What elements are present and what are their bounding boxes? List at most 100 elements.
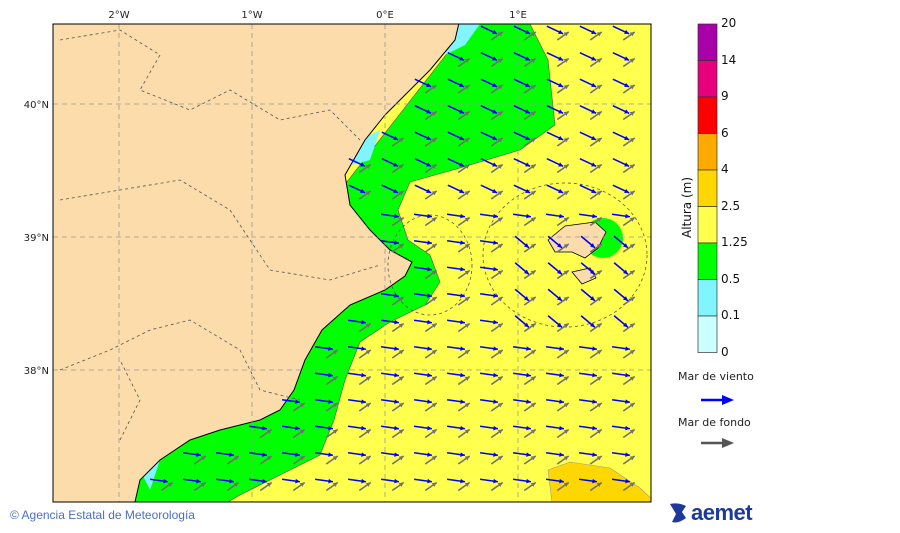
- arrow-head: [229, 478, 234, 484]
- arrow-head: [394, 240, 399, 245]
- arrow-head: [624, 135, 630, 140]
- arrow-head: [233, 455, 239, 461]
- arrow-head: [526, 399, 531, 404]
- arrow-head: [625, 478, 630, 484]
- arrow-head: [332, 482, 338, 487]
- arrow-head: [464, 349, 470, 355]
- colorbar-tick-label: 4: [721, 162, 729, 176]
- arrow-head: [497, 270, 503, 275]
- arrow-head: [196, 478, 201, 484]
- arrow-head: [592, 213, 597, 219]
- arrow-head: [557, 296, 562, 301]
- arrow-head: [361, 478, 366, 484]
- arrow-head: [459, 162, 465, 167]
- arrow-head: [596, 323, 602, 328]
- colorbar-tick-label: 0: [721, 344, 729, 359]
- arrow-head: [431, 270, 437, 275]
- arrow-head: [563, 376, 569, 381]
- arrow-head: [524, 269, 529, 275]
- arrow-head: [398, 137, 404, 143]
- arrow-head: [262, 452, 267, 457]
- arrow-head: [394, 213, 399, 219]
- arrow-head: [525, 29, 531, 34]
- wave-direction-arrows: [149, 25, 636, 492]
- arrow-head: [361, 346, 366, 351]
- arrow-head: [629, 84, 635, 90]
- arrow-head: [295, 452, 300, 457]
- lon-label: 1°W: [241, 10, 262, 21]
- arrow-head: [493, 293, 498, 298]
- arrow-head: [365, 455, 371, 461]
- arrow-head: [530, 243, 536, 249]
- colorbar-segment: [697, 206, 718, 244]
- arrow-head: [398, 164, 404, 169]
- arrow-head: [398, 429, 404, 434]
- arrow-head: [497, 243, 503, 249]
- lat-label: 39°N: [24, 233, 49, 244]
- arrow-head: [167, 482, 173, 487]
- arrow-head: [629, 31, 635, 37]
- arrow-head: [558, 135, 564, 140]
- arrow-head: [497, 323, 503, 328]
- arrow-head: [460, 399, 465, 404]
- arrow-head: [394, 478, 399, 484]
- arrow-head: [459, 56, 465, 61]
- colorbar-segment: [697, 315, 718, 353]
- arrow-head: [266, 482, 272, 487]
- arrow-head: [492, 56, 498, 61]
- arrow-head: [464, 111, 470, 116]
- arrow-head: [559, 425, 564, 431]
- arrow-head: [427, 319, 432, 325]
- arrow-head: [266, 455, 272, 461]
- arrow-head: [493, 478, 498, 484]
- arrow-head: [492, 188, 498, 193]
- arrow-head: [492, 82, 498, 87]
- arrow-head: [629, 270, 635, 275]
- arrow-head: [623, 269, 628, 275]
- arrow-head: [497, 190, 503, 196]
- aemet-logo-icon: [670, 503, 686, 523]
- arrow-head: [596, 243, 602, 249]
- arrow-head: [530, 190, 536, 196]
- arrow-head: [426, 82, 432, 87]
- arrow-head: [624, 56, 630, 61]
- arrow-head: [459, 82, 465, 87]
- arrow-head: [365, 164, 371, 169]
- arrow-head: [431, 402, 437, 408]
- arrow-head: [497, 58, 503, 63]
- arrow-head: [398, 349, 404, 355]
- arrow-head: [200, 482, 206, 487]
- map-frame: [52, 23, 652, 503]
- arrow-head: [629, 137, 635, 143]
- arrow-head: [460, 319, 465, 325]
- arrow-head: [563, 455, 569, 461]
- arrow-head: [623, 296, 628, 301]
- arrow-head: [464, 137, 470, 143]
- arrow-head: [591, 188, 597, 193]
- arrow-head: [460, 346, 465, 351]
- arrow-head: [530, 455, 536, 461]
- arrow-head: [624, 188, 630, 193]
- arrow-head: [592, 372, 597, 378]
- arrow-head: [332, 429, 338, 434]
- arrow-head: [625, 372, 630, 378]
- arrow-head: [464, 243, 470, 249]
- arrow-head: [591, 56, 597, 61]
- arrow-head: [431, 84, 437, 90]
- arrow-head: [493, 240, 498, 245]
- arrow-head: [563, 296, 569, 302]
- arrow-head: [427, 372, 432, 378]
- wave-zone-2.5-4: [547, 461, 651, 502]
- arrow-head: [233, 482, 239, 487]
- arrow-head: [563, 270, 569, 275]
- arrow-head: [629, 402, 635, 408]
- arrow-head: [398, 323, 404, 328]
- arrow-head: [332, 376, 338, 381]
- arrow-head: [596, 376, 602, 381]
- arrow-head: [427, 213, 432, 219]
- arrow-head: [493, 452, 498, 457]
- arrow-head: [629, 376, 635, 381]
- arrow-head: [426, 109, 432, 114]
- arrow-head: [361, 319, 366, 325]
